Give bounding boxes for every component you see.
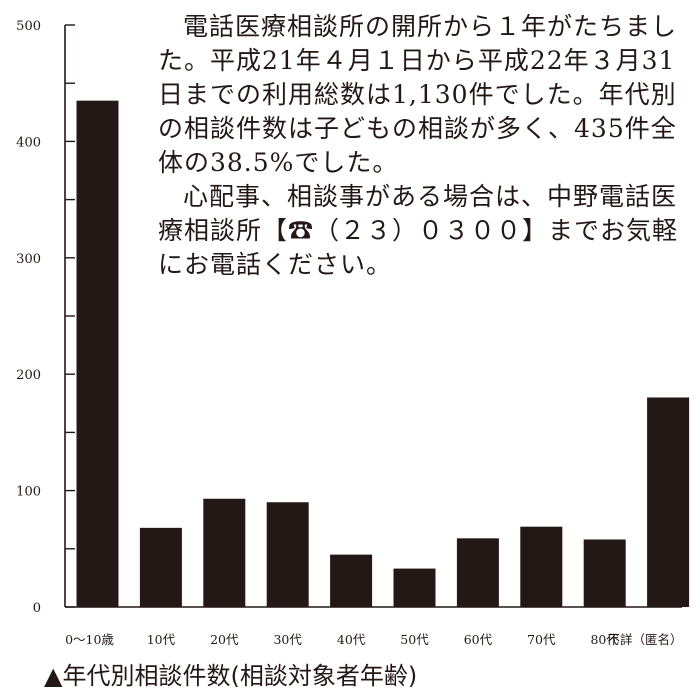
x-category-label: 0～10歳 [65, 632, 114, 647]
bar-4 [266, 502, 309, 607]
y-tick-label: 300 [16, 252, 41, 267]
bar-8 [520, 526, 563, 607]
bar-2 [139, 527, 182, 607]
note-paragraph-2: 心配事、相談事がある場合は、中野電話医療相談所【☎（２３）０３００】までお気軽に… [158, 182, 679, 279]
bar-6 [393, 568, 436, 607]
bar-9 [583, 539, 626, 607]
x-category-label: 60代 [464, 632, 493, 647]
x-category-label: 10代 [147, 632, 176, 647]
y-tick-label: 400 [16, 135, 41, 150]
x-category-label: 50代 [400, 632, 429, 647]
note-paragraph-1: 電話医療相談所の開所から１年がたちました。平成21年４月１日から平成22年３月3… [158, 12, 678, 177]
y-tick-label: 200 [16, 368, 41, 383]
explanation-text: 電話医療相談所の開所から１年がたちました。平成21年４月１日から平成22年３月3… [158, 10, 693, 282]
x-category-label: 80代 [590, 632, 619, 647]
bars [76, 100, 690, 607]
x-category-label: 不詳（匿名） [607, 632, 682, 647]
bar-10 [647, 397, 690, 607]
x-category-label: 20代 [210, 632, 239, 647]
y-tick-label: 100 [16, 485, 41, 500]
bar-1 [76, 100, 119, 607]
x-category-label: 40代 [337, 632, 366, 647]
y-tick-label: 0 [33, 601, 41, 616]
bar-7 [456, 538, 499, 607]
x-category-label: 30代 [273, 632, 302, 647]
bar-3 [203, 498, 246, 607]
x-category-label: 70代 [527, 632, 556, 647]
bar-5 [330, 554, 373, 607]
y-tick-label: 500 [16, 19, 41, 34]
chart-title: ▲年代別相談件数(相談対象者年齢) [44, 662, 418, 690]
